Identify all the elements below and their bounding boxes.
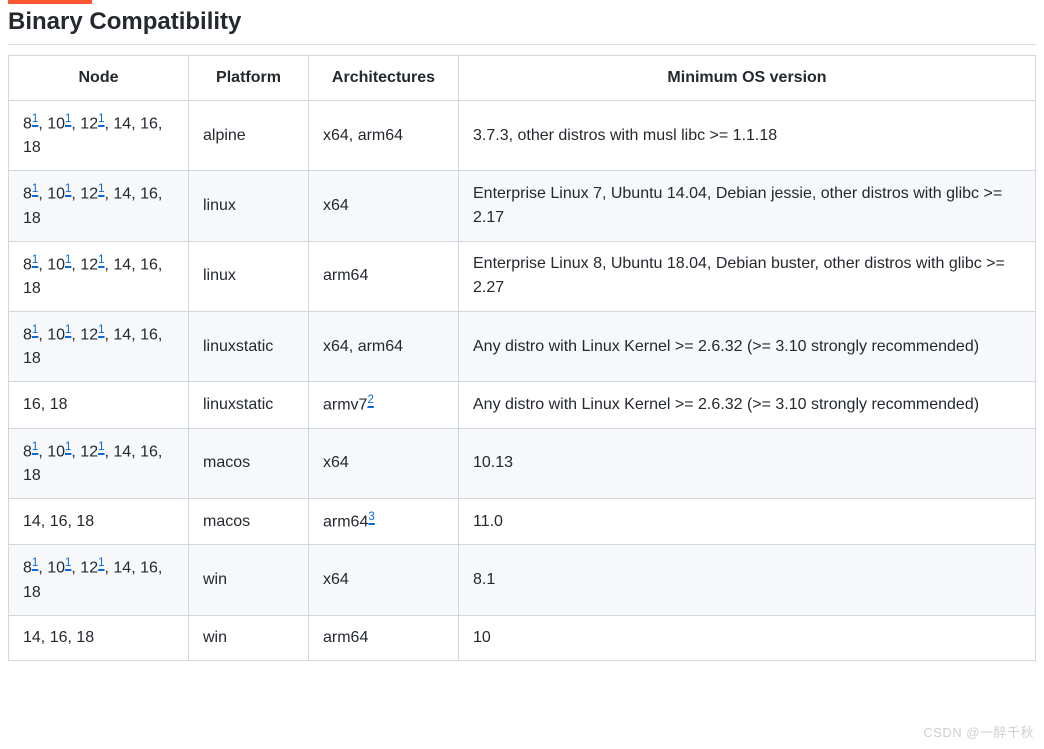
table-row: 14, 16, 18winarm6410 [9, 615, 1036, 660]
col-node: Node [9, 56, 189, 101]
cell-platform: win [189, 545, 309, 615]
footnote-link[interactable]: 1 [65, 254, 71, 266]
footnote-link[interactable]: 1 [98, 324, 104, 336]
table-row: 81, 101, 121, 14, 16, 18alpinex64, arm64… [9, 101, 1036, 171]
compatibility-table: Node Platform Architectures Minimum OS v… [8, 55, 1036, 661]
cell-architectures: x64 [309, 545, 459, 615]
table-row: 81, 101, 121, 14, 16, 18linuxx64Enterpri… [9, 171, 1036, 241]
cell-architectures: armv72 [309, 382, 459, 428]
footnote-link[interactable]: 3 [368, 511, 374, 523]
cell-node: 81, 101, 121, 14, 16, 18 [9, 545, 189, 615]
footnote-link[interactable]: 1 [65, 113, 71, 125]
footnote-link[interactable]: 1 [98, 441, 104, 453]
col-min-os: Minimum OS version [459, 56, 1036, 101]
footnote-link[interactable]: 1 [65, 324, 71, 336]
cell-min-os: 11.0 [459, 498, 1036, 544]
cell-node: 81, 101, 121, 14, 16, 18 [9, 241, 189, 311]
cell-platform: linuxstatic [189, 382, 309, 428]
cell-min-os: Enterprise Linux 7, Ubuntu 14.04, Debian… [459, 171, 1036, 241]
cell-platform: linux [189, 241, 309, 311]
page-title: Binary Compatibility [8, 8, 1036, 45]
col-platform: Platform [189, 56, 309, 101]
accent-bar [8, 0, 92, 4]
cell-architectures: x64, arm64 [309, 311, 459, 381]
cell-architectures: x64 [309, 428, 459, 498]
footnote-link[interactable]: 1 [65, 557, 71, 569]
cell-architectures: arm64 [309, 615, 459, 660]
cell-min-os: Any distro with Linux Kernel >= 2.6.32 (… [459, 311, 1036, 381]
cell-node: 81, 101, 121, 14, 16, 18 [9, 428, 189, 498]
cell-node: 14, 16, 18 [9, 615, 189, 660]
cell-platform: linux [189, 171, 309, 241]
cell-architectures: x64, arm64 [309, 101, 459, 171]
footnote-link[interactable]: 1 [32, 324, 38, 336]
footnote-link[interactable]: 1 [32, 183, 38, 195]
table-row: 81, 101, 121, 14, 16, 18linuxstaticx64, … [9, 311, 1036, 381]
table-row: 81, 101, 121, 14, 16, 18winx648.1 [9, 545, 1036, 615]
table-row: 81, 101, 121, 14, 16, 18macosx6410.13 [9, 428, 1036, 498]
footnote-link[interactable]: 1 [65, 441, 71, 453]
cell-min-os: Any distro with Linux Kernel >= 2.6.32 (… [459, 382, 1036, 428]
cell-platform: win [189, 615, 309, 660]
cell-min-os: 3.7.3, other distros with musl libc >= 1… [459, 101, 1036, 171]
watermark: CSDN @一醉千秋 [923, 722, 1034, 741]
cell-platform: linuxstatic [189, 311, 309, 381]
col-architectures: Architectures [309, 56, 459, 101]
cell-min-os: 10.13 [459, 428, 1036, 498]
cell-platform: alpine [189, 101, 309, 171]
cell-architectures: arm643 [309, 498, 459, 544]
cell-node: 81, 101, 121, 14, 16, 18 [9, 311, 189, 381]
cell-min-os: 8.1 [459, 545, 1036, 615]
cell-node: 81, 101, 121, 14, 16, 18 [9, 171, 189, 241]
cell-platform: macos [189, 498, 309, 544]
footnote-link[interactable]: 1 [32, 254, 38, 266]
table-row: 16, 18linuxstaticarmv72Any distro with L… [9, 382, 1036, 428]
cell-node: 14, 16, 18 [9, 498, 189, 544]
cell-min-os: 10 [459, 615, 1036, 660]
table-row: 81, 101, 121, 14, 16, 18linuxarm64Enterp… [9, 241, 1036, 311]
footnote-link[interactable]: 1 [32, 557, 38, 569]
footnote-link[interactable]: 1 [98, 254, 104, 266]
footnote-link[interactable]: 1 [98, 113, 104, 125]
footnote-link[interactable]: 1 [32, 441, 38, 453]
cell-min-os: Enterprise Linux 8, Ubuntu 18.04, Debian… [459, 241, 1036, 311]
cell-architectures: x64 [309, 171, 459, 241]
cell-architectures: arm64 [309, 241, 459, 311]
cell-node: 16, 18 [9, 382, 189, 428]
footnote-link[interactable]: 2 [367, 394, 373, 406]
cell-node: 81, 101, 121, 14, 16, 18 [9, 101, 189, 171]
footnote-link[interactable]: 1 [32, 113, 38, 125]
footnote-link[interactable]: 1 [98, 183, 104, 195]
table-row: 14, 16, 18macosarm64311.0 [9, 498, 1036, 544]
footnote-link[interactable]: 1 [65, 183, 71, 195]
table-header-row: Node Platform Architectures Minimum OS v… [9, 56, 1036, 101]
footnote-link[interactable]: 1 [98, 557, 104, 569]
cell-platform: macos [189, 428, 309, 498]
